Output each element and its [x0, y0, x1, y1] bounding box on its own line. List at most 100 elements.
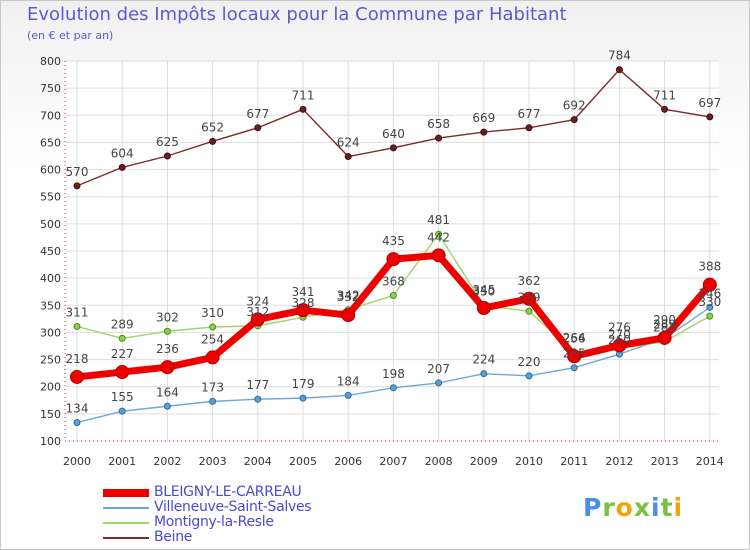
data-label-montigny-la-resle: 283	[653, 321, 676, 335]
data-label-montigny-la-resle: 289	[111, 317, 134, 331]
data-label-villeneuve-saint-salves: 220	[518, 355, 541, 369]
y-tick-label: 400	[40, 272, 61, 285]
data-point-villeneuve-saint-salves	[344, 391, 352, 399]
data-point-bleigny-le-carreau	[657, 330, 672, 345]
x-tick-label: 2013	[651, 455, 679, 468]
data-label-beine: 677	[246, 107, 269, 121]
data-point-villeneuve-saint-salves	[435, 379, 443, 387]
chart-title: Evolution des Impôts locaux pour la Comm…	[27, 4, 567, 25]
data-point-villeneuve-saint-salves	[525, 372, 533, 380]
data-point-beine	[480, 128, 488, 136]
x-tick-label: 2006	[334, 455, 362, 468]
data-label-montigny-la-resle: 270	[608, 328, 631, 342]
data-label-bleigny-le-carreau: 324	[246, 294, 269, 308]
data-label-bleigny-le-carreau: 256	[563, 331, 586, 345]
data-point-montigny-la-resle	[435, 230, 443, 238]
data-label-montigny-la-resle: 310	[201, 306, 224, 320]
data-point-beine	[706, 113, 714, 121]
data-label-bleigny-le-carreau: 236	[156, 342, 179, 356]
data-point-montigny-la-resle	[389, 292, 397, 300]
x-tick-label: 2001	[108, 455, 136, 468]
x-tick-label: 2002	[153, 455, 181, 468]
data-point-beine	[344, 153, 352, 161]
data-point-beine	[118, 163, 126, 171]
data-label-beine: 692	[563, 99, 586, 113]
legend: BLEIGNY-LE-CARREAU Villeneuve-Saint-Salv…	[103, 484, 403, 545]
data-point-montigny-la-resle	[163, 327, 171, 335]
data-point-bleigny-le-carreau	[160, 360, 175, 375]
legend-label-bleigny: BLEIGNY-LE-CARREAU	[154, 484, 302, 500]
y-tick-label: 450	[40, 245, 61, 258]
data-point-beine	[525, 124, 533, 132]
y-tick-label: 600	[40, 164, 61, 177]
data-point-villeneuve-saint-salves	[118, 407, 126, 415]
data-label-montigny-la-resle: 339	[518, 290, 541, 304]
data-label-villeneuve-saint-salves: 198	[382, 367, 405, 381]
y-tick-label: 750	[40, 82, 61, 95]
data-point-montigny-la-resle	[73, 322, 81, 330]
chart-subtitle: (en € et par an)	[27, 29, 114, 42]
x-tick-label: 2012	[605, 455, 633, 468]
data-point-montigny-la-resle	[525, 307, 533, 315]
data-label-beine: 711	[292, 88, 315, 102]
data-point-montigny-la-resle	[118, 334, 126, 342]
legend-item-bleigny: BLEIGNY-LE-CARREAU	[103, 484, 403, 500]
data-point-bleigny-le-carreau	[250, 312, 265, 327]
x-tick-label: 2003	[199, 455, 227, 468]
x-tick-label: 2007	[379, 455, 407, 468]
x-tick-label: 2014	[696, 455, 724, 468]
data-label-beine: 711	[653, 88, 676, 102]
y-tick-label: 300	[40, 326, 61, 339]
logo-letter: i	[673, 493, 684, 522]
data-label-villeneuve-saint-salves: 346	[698, 286, 721, 300]
data-point-bleigny-le-carreau	[702, 277, 717, 292]
y-tick-label: 700	[40, 109, 61, 122]
data-label-bleigny-le-carreau: 227	[111, 347, 134, 361]
data-label-bleigny-le-carreau: 332	[337, 290, 360, 304]
data-label-beine: 604	[111, 146, 134, 160]
grid	[65, 60, 719, 442]
data-point-villeneuve-saint-salves	[706, 303, 714, 311]
data-label-bleigny-le-carreau: 388	[698, 260, 721, 274]
data-point-montigny-la-resle	[706, 312, 714, 320]
data-label-bleigny-le-carreau: 442	[427, 230, 450, 244]
data-point-villeneuve-saint-salves	[570, 364, 578, 372]
data-point-bleigny-le-carreau	[522, 291, 536, 306]
y-tick-label: 200	[40, 381, 61, 394]
data-point-villeneuve-saint-salves	[299, 394, 307, 402]
logo-letter: x	[633, 493, 651, 522]
data-label-villeneuve-saint-salves: 260	[608, 333, 631, 347]
data-point-beine	[661, 105, 669, 113]
x-tick-label: 2010	[515, 455, 543, 468]
data-label-montigny-la-resle: 302	[156, 310, 179, 324]
x-tick-label: 2008	[425, 455, 453, 468]
data-label-villeneuve-saint-salves: 179	[292, 377, 315, 391]
legend-swatch-montigny	[103, 522, 149, 524]
data-point-bleigny-le-carreau	[567, 349, 582, 364]
data-point-bleigny-le-carreau	[476, 301, 491, 315]
data-point-beine	[254, 124, 262, 132]
legend-label-montigny: Montigny-la-Resle	[154, 514, 274, 530]
data-label-bleigny-le-carreau: 341	[292, 285, 315, 299]
data-label-villeneuve-saint-salves: 155	[111, 390, 134, 404]
data-point-bleigny-le-carreau	[205, 350, 220, 365]
legend-item-montigny: Montigny-la-Resle	[103, 514, 403, 530]
logo-letter: r	[602, 493, 616, 522]
data-label-beine: 784	[608, 49, 631, 63]
legend-swatch-bleigny	[103, 489, 149, 497]
data-label-villeneuve-saint-salves: 184	[337, 374, 360, 388]
logo-letter: P	[583, 493, 603, 522]
data-label-bleigny-le-carreau: 276	[608, 320, 631, 334]
legend-item-beine: Beine	[103, 529, 403, 545]
data-point-villeneuve-saint-salves	[73, 419, 81, 427]
data-label-montigny-la-resle: 328	[292, 296, 315, 310]
data-point-bleigny-le-carreau	[341, 308, 356, 323]
y-tick-label: 100	[40, 435, 61, 448]
data-label-montigny-la-resle: 368	[382, 275, 405, 289]
data-point-bleigny-le-carreau	[115, 365, 130, 380]
data-label-montigny-la-resle: 350	[472, 284, 495, 298]
data-label-beine: 640	[382, 127, 405, 141]
data-label-beine: 669	[472, 111, 495, 125]
data-point-bleigny-le-carreau	[296, 303, 310, 318]
